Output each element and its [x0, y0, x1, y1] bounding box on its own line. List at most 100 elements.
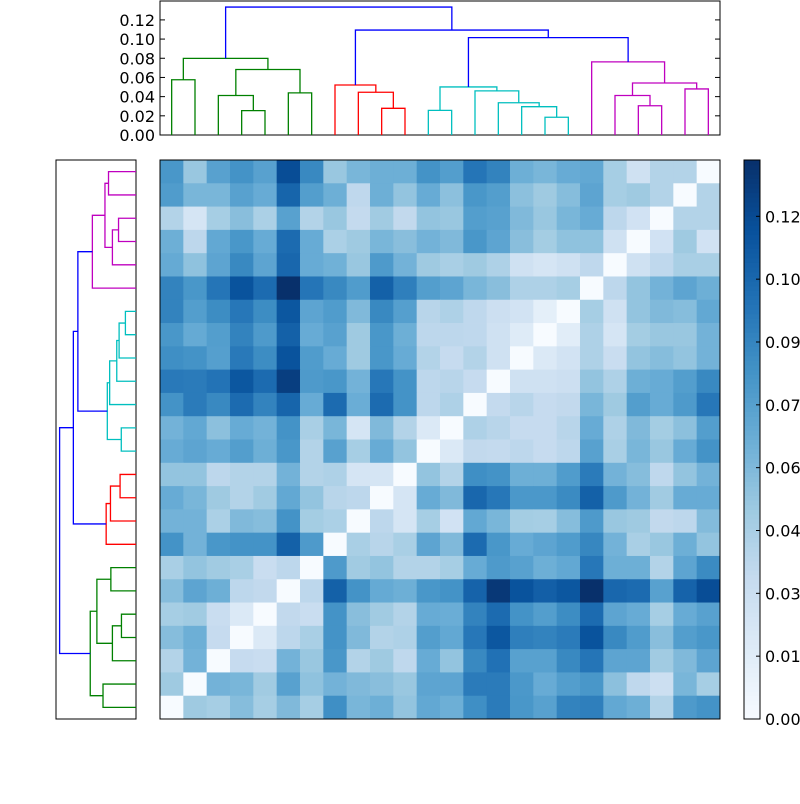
heatmap-cell [533, 276, 558, 301]
colorbar-segment [744, 160, 760, 166]
heatmap-cell [650, 579, 674, 603]
colorbar-tick-label: 0.12 [765, 207, 800, 226]
colorbar-segment [744, 686, 760, 692]
heatmap-cell [393, 346, 418, 371]
heatmap-cell [300, 346, 324, 371]
heatmap-cell [160, 649, 184, 673]
heatmap-cell [463, 672, 488, 697]
heatmap-cell [463, 602, 488, 627]
heatmap-cell [300, 555, 324, 580]
heatmap-cell [673, 602, 698, 627]
heatmap-cell [300, 206, 324, 231]
heatmap-cell [510, 323, 534, 347]
heatmap-cell [230, 625, 254, 650]
dendrogram-link [684, 88, 709, 135]
heatmap-cell [440, 486, 464, 510]
heatmap-cell [253, 369, 278, 394]
heatmap-cell [346, 462, 371, 487]
heatmap-cell [696, 253, 721, 277]
heatmap-cell [230, 392, 254, 417]
colorbar-segment [744, 649, 760, 655]
heatmap-cell [323, 509, 348, 534]
heatmap-cell [416, 183, 441, 207]
heatmap-cell [556, 602, 581, 627]
heatmap-cell [206, 416, 231, 440]
heatmap-cell [510, 299, 534, 324]
heatmap-cell [673, 579, 698, 603]
heatmap-cell [160, 253, 184, 277]
heatmap-cell [673, 299, 698, 324]
heatmap-cell [626, 299, 651, 324]
heatmap-cell [673, 206, 698, 231]
heatmap-cell [626, 625, 651, 650]
heatmap-cell [603, 229, 628, 254]
heatmap-cell [650, 276, 674, 301]
heatmap-cell [183, 392, 208, 417]
heatmap-cell [510, 486, 534, 510]
heatmap-cell [556, 206, 581, 231]
heatmap-cell [370, 183, 394, 207]
heatmap-cell [556, 625, 581, 650]
heatmap-cell [696, 369, 721, 394]
heatmap-cell [160, 579, 184, 603]
top-dendrogram: 0.000.020.040.060.080.100.12 [119, 0, 721, 145]
colorbar-segment [744, 262, 760, 268]
heatmap-cell [416, 649, 441, 673]
heatmap-cell [463, 160, 488, 184]
heatmap-cell [276, 369, 301, 394]
heatmap-cell [696, 672, 721, 697]
heatmap-cell [416, 369, 441, 394]
heatmap-cell [393, 229, 418, 254]
heatmap-cell [253, 695, 278, 720]
y-tick-label: 0.00 [119, 126, 155, 145]
heatmap-cell [160, 183, 184, 207]
heatmap-cell [276, 439, 301, 464]
heatmap-cell [276, 160, 301, 184]
heatmap-cell [230, 439, 254, 464]
heatmap-cell [510, 509, 534, 534]
heatmap-cell [510, 392, 534, 417]
dendrogram-link [102, 683, 136, 709]
heatmap-cell [160, 323, 184, 347]
heatmap-cell [603, 323, 628, 347]
heatmap-cell [230, 649, 254, 673]
dendrogram-link [381, 107, 406, 135]
heatmap-cell [206, 299, 231, 324]
heatmap-cell [253, 160, 278, 184]
colorbar-segment [744, 378, 760, 385]
heatmap-cell [510, 206, 534, 231]
heatmap-cell [183, 625, 208, 650]
heatmap-cell [696, 229, 721, 254]
heatmap-cell [650, 346, 674, 371]
heatmap-cell [440, 625, 464, 650]
heatmap-cell [463, 462, 488, 487]
colorbar-segment [744, 313, 760, 319]
top-dendrogram-frame [159, 0, 721, 136]
heatmap-cell [486, 323, 511, 347]
heatmap-cell [206, 369, 231, 394]
heatmap-cell [370, 346, 394, 371]
heatmap-cell [580, 672, 604, 697]
heatmap-cell [323, 206, 348, 231]
dendrogram-link [235, 68, 301, 96]
heatmap-cell [603, 625, 628, 650]
heatmap-cell [626, 579, 651, 603]
heatmap-cell [276, 206, 301, 231]
heatmap-cell [206, 253, 231, 277]
colorbar-segment [744, 607, 760, 613]
colorbar-segment [744, 672, 760, 678]
heatmap-cell [650, 649, 674, 673]
colorbar-segment [744, 500, 760, 506]
heatmap-cell [533, 323, 558, 347]
heatmap-cell [556, 486, 581, 510]
heatmap-cell [673, 369, 698, 394]
colorbar-tick-label: 0.04 [765, 522, 800, 541]
heatmap-cell [533, 509, 558, 534]
heatmap-cell [300, 299, 324, 324]
colorbar-segment [744, 714, 760, 720]
heatmap-cell [206, 625, 231, 650]
heatmap-cell [510, 346, 534, 371]
heatmap-cell [556, 323, 581, 347]
heatmap-cell [650, 369, 674, 394]
heatmap-cell [603, 369, 628, 394]
